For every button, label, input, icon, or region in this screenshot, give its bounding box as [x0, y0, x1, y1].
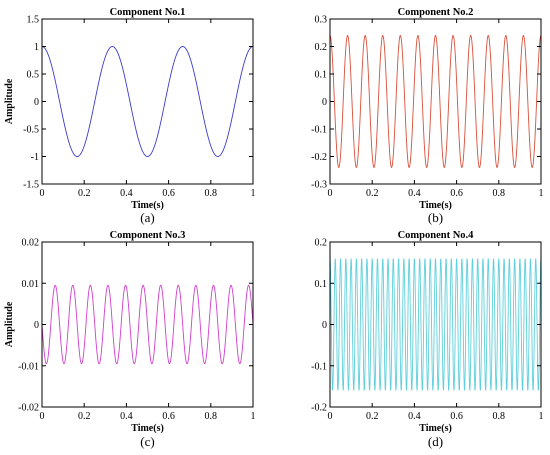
x-tick-label: 1 [251, 411, 256, 422]
y-tick-label: 0.01 [22, 279, 40, 290]
x-tick-label: 0.6 [450, 188, 463, 199]
x-axis-label: Time(s) [419, 200, 452, 211]
x-tick-label: 0.4 [408, 411, 421, 422]
x-tick-label: 0 [328, 188, 333, 199]
x-tick-label: 0.2 [366, 188, 379, 199]
y-tick-label: 0.5 [27, 70, 40, 81]
panel-caption: (c) [140, 434, 154, 449]
y-axis-label: Amplitude [4, 301, 15, 347]
series-line-3-1 [42, 284, 253, 365]
y-tick-label: 0.1 [315, 70, 328, 81]
x-tick-label: 0.8 [205, 411, 218, 422]
series-line-2-1 [330, 34, 541, 169]
y-tick-label: 0 [322, 320, 327, 331]
series-line-4-1 [330, 258, 541, 391]
x-tick-label: 0.8 [493, 188, 506, 199]
y-tick-label: -1.5 [23, 180, 39, 191]
x-tick-label: 1 [539, 188, 544, 199]
x-tick-label: 0.2 [78, 411, 91, 422]
x-axis-label: Time(s) [131, 200, 164, 211]
y-tick-label: -0.2 [311, 403, 327, 414]
x-tick-label: 0.6 [162, 411, 175, 422]
x-tick-label: 0 [40, 188, 45, 199]
x-tick-label: 1 [539, 411, 544, 422]
x-tick-label: 0.8 [205, 188, 218, 199]
y-tick-label: 0.2 [315, 238, 328, 249]
y-tick-label: -0.2 [311, 152, 327, 163]
chart-title: Component No.1 [110, 7, 186, 18]
panel-caption: (a) [140, 210, 154, 225]
y-tick-label: -1 [31, 152, 39, 163]
panel-2: 0 0.2 0.4 0.6 0.8 1 -0.3 -0.2 -0.1 0 0.1 0.2 0.3 Comp… [311, 7, 543, 225]
y-tick-label: -0.3 [311, 180, 327, 191]
y-tick-label: 0 [34, 97, 39, 108]
y-tick-label: -0.01 [18, 361, 39, 372]
chart-title: Component No.3 [110, 230, 186, 241]
chart-title: Component No.4 [398, 230, 475, 241]
y-tick-label: 0.3 [315, 15, 328, 26]
plot-frame [329, 18, 542, 185]
y-tick-label: 0.2 [315, 42, 328, 53]
y-tick-label: 0.1 [315, 279, 328, 290]
y-tick-label: 0.02 [22, 238, 40, 249]
panel-1: 0 0.2 0.4 0.6 0.8 1 -1.5 -1 -0.5 0 0.5 1 1.5 Componen… [4, 7, 256, 225]
x-tick-label: 1 [251, 188, 256, 199]
panel-caption: (d) [428, 434, 443, 449]
panel-4: 0 0.2 0.4 0.6 0.8 1 -0.2 -0.1 0 0.1 0.2 Component N… [311, 230, 543, 449]
y-axis-label: Amplitude [4, 78, 15, 124]
y-tick-label: 0 [322, 97, 327, 108]
panel-caption: (b) [428, 210, 443, 225]
x-tick-label: 0.4 [120, 411, 133, 422]
series-line-1-1 [42, 46, 253, 157]
x-tick-label: 0.4 [408, 188, 421, 199]
x-tick-label: 0.8 [493, 411, 506, 422]
x-axis-label: Time(s) [131, 423, 164, 434]
x-tick-label: 0 [40, 411, 45, 422]
y-tick-label: -0.02 [18, 403, 39, 414]
y-tick-label: -0.1 [311, 125, 327, 136]
x-tick-label: 0.2 [366, 411, 379, 422]
x-tick-label: 0.6 [450, 411, 463, 422]
x-tick-label: 0.4 [120, 188, 133, 199]
y-tick-label: -0.1 [311, 361, 327, 372]
plot-frame [41, 18, 254, 185]
x-tick-label: 0.6 [162, 188, 175, 199]
x-tick-label: 0 [328, 411, 333, 422]
y-tick-label: 1.5 [27, 15, 40, 26]
y-tick-label: -0.5 [23, 125, 39, 136]
x-tick-label: 0.2 [78, 188, 91, 199]
x-axis-label: Time(s) [419, 423, 452, 434]
y-tick-label: 1 [34, 42, 39, 53]
y-tick-label: 0 [34, 320, 39, 331]
panel-3: 0 0.2 0.4 0.6 0.8 1 -0.02 -0.01 0 0.01 0.02 Compone… [4, 230, 256, 449]
chart-title: Component No.2 [398, 7, 474, 18]
